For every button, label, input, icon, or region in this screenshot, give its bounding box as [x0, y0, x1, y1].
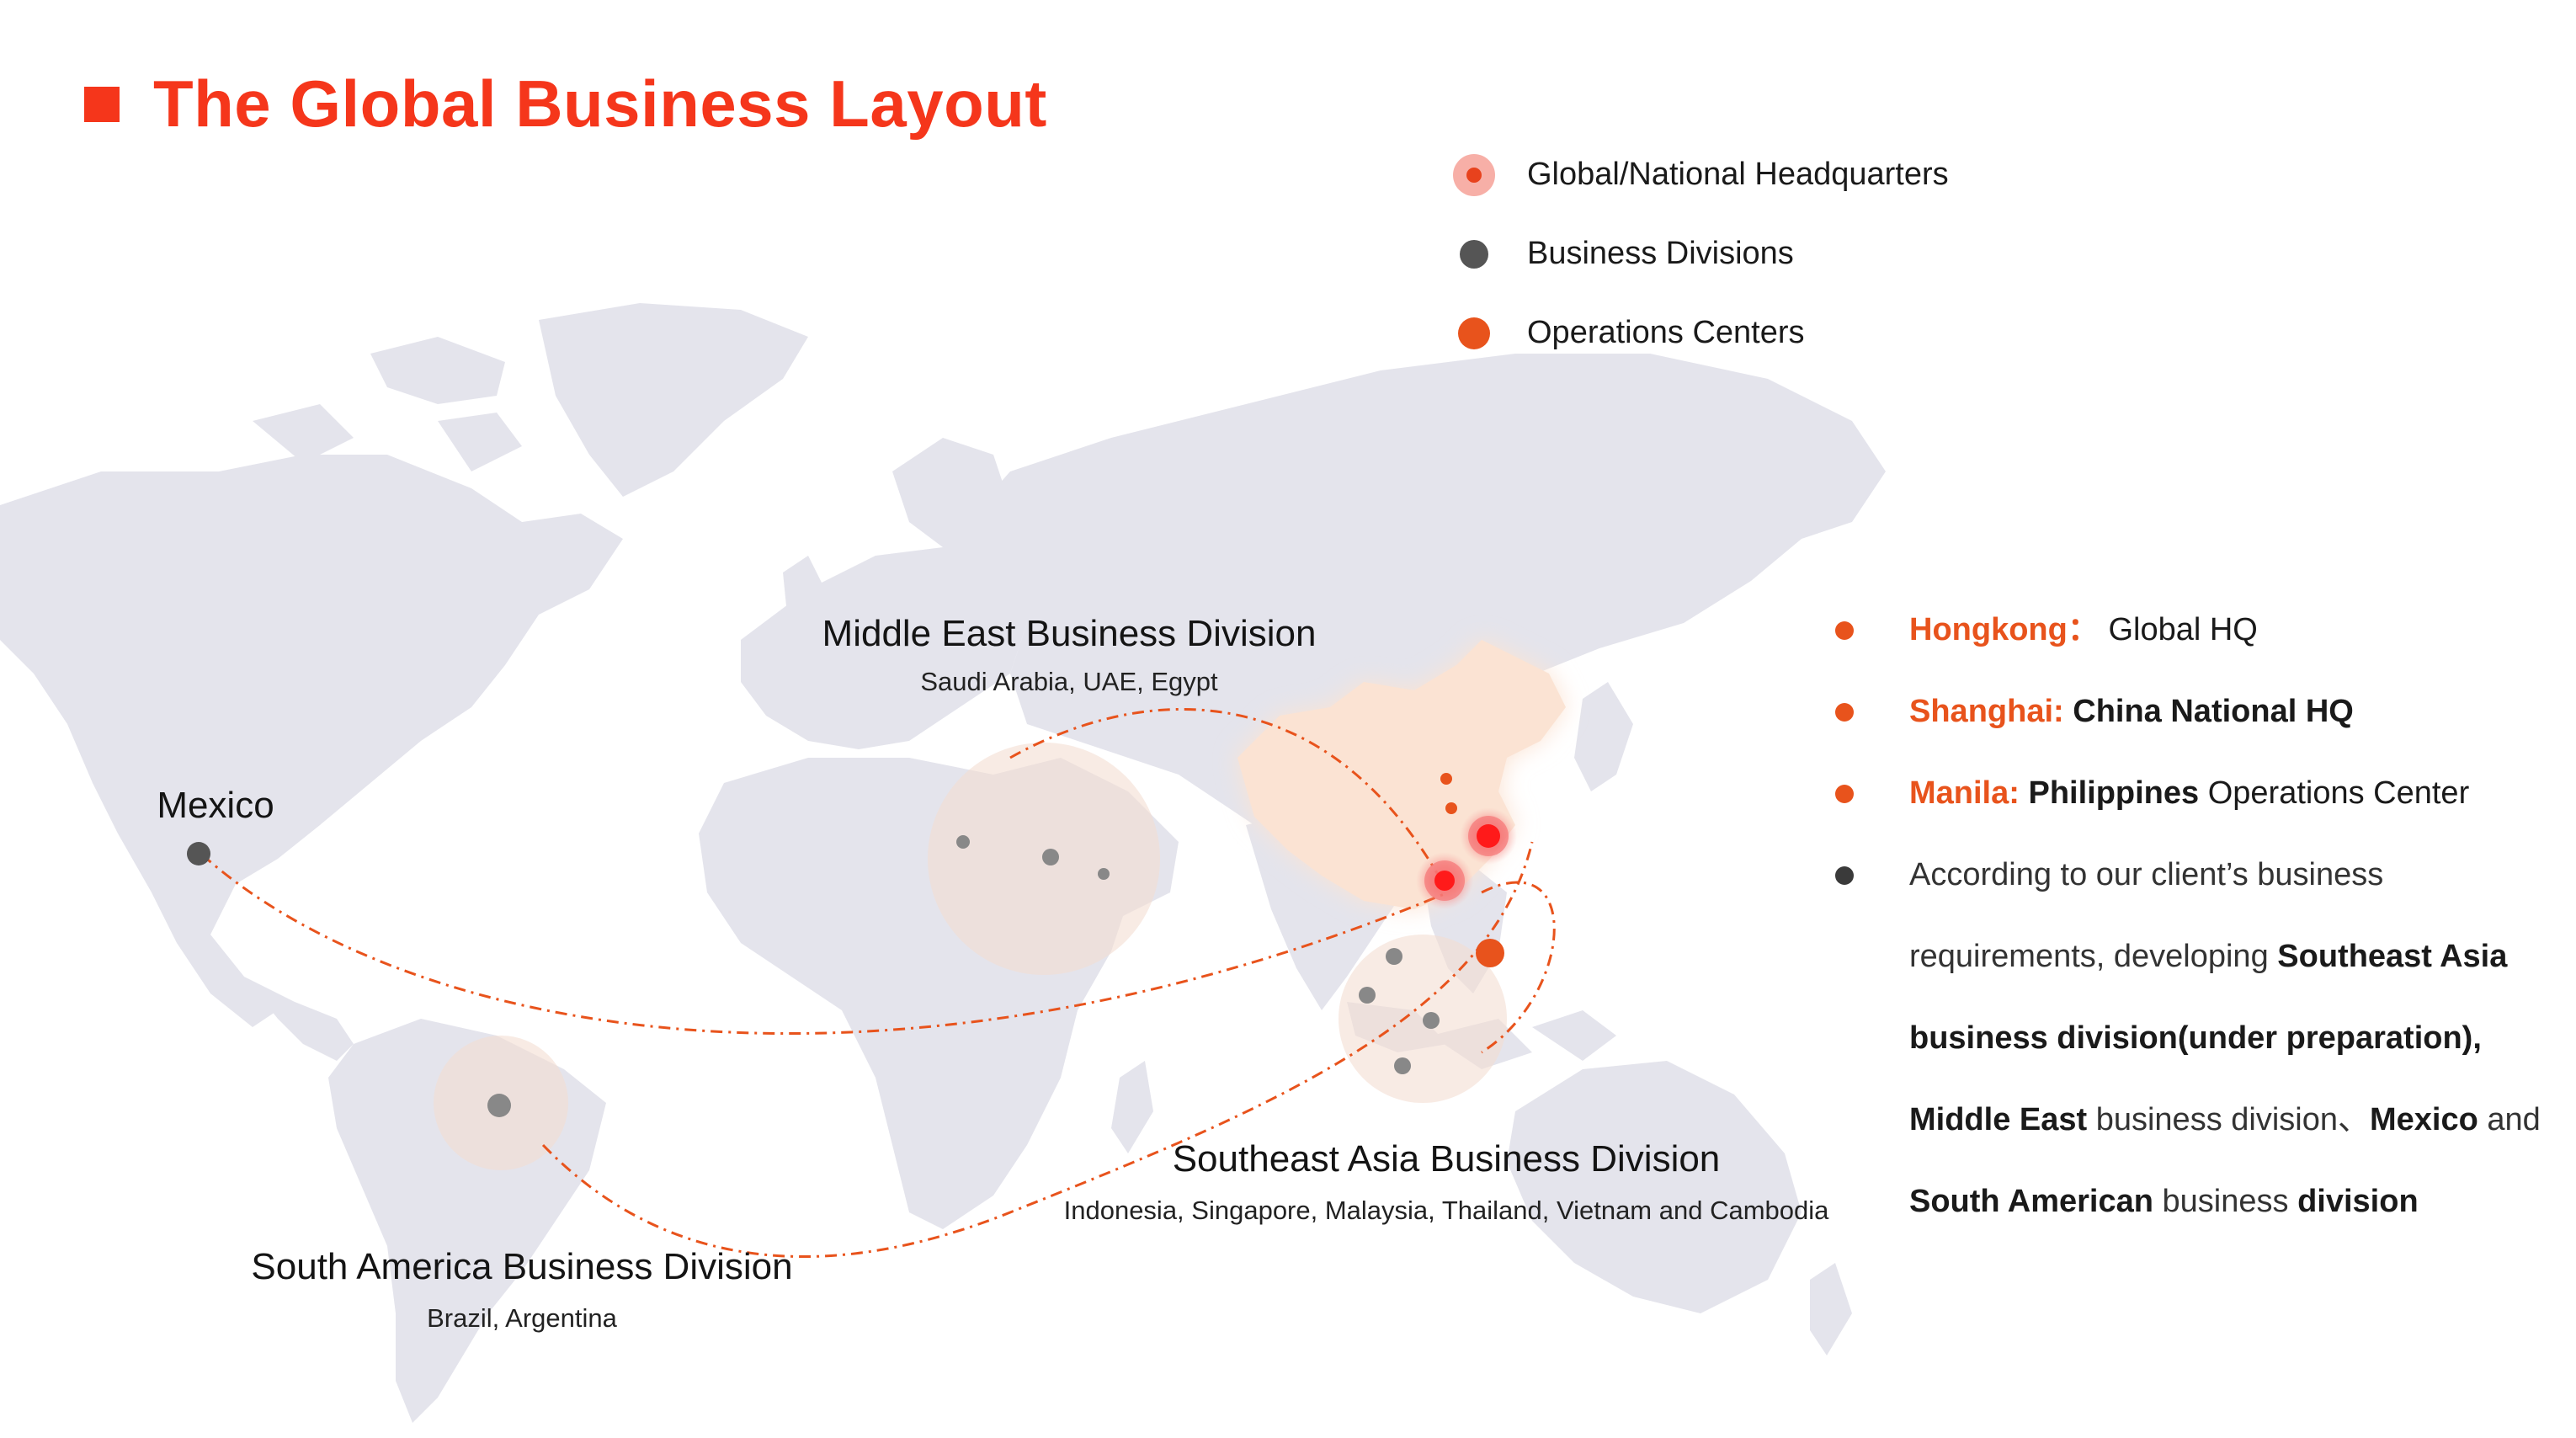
- location-item-shanghai: Shanghai: China National HQ: [1835, 671, 2559, 753]
- legend-label: Business Divisions: [1527, 235, 1794, 271]
- route-mexico-hongkong: [201, 853, 1449, 1035]
- location-role: Global HQ: [2108, 612, 2258, 647]
- manila-operations-marker: [1476, 939, 1504, 967]
- route-shanghai-southeast-asia: [1481, 881, 1556, 1054]
- southeast-asia-city-marker: [1359, 987, 1376, 1004]
- locations-panel: Hongkong： Global HQ Shanghai: China Nati…: [1835, 589, 2559, 1243]
- location-name: Manila:: [1909, 775, 2020, 811]
- location-role: China National HQ: [2073, 694, 2354, 729]
- mexico-division-marker: [187, 842, 210, 865]
- middle-east-title: Middle East Business Division: [822, 613, 1317, 654]
- southeast-asia-region-circle: [1339, 935, 1507, 1103]
- hongkong-hq-marker: [1434, 871, 1455, 891]
- south-america-countries: Brazil, Argentina: [427, 1303, 617, 1333]
- madagascar-landmass: [1111, 1061, 1153, 1153]
- southeast-asia-title: Southeast Asia Business Division: [1172, 1138, 1721, 1180]
- uk-landmass: [783, 556, 825, 623]
- map-legend: Global/National Headquarters Business Di…: [1440, 135, 1949, 372]
- north-america-landmass: [0, 455, 623, 1027]
- description-item: According to our client’s business requi…: [1835, 834, 2559, 1243]
- china-city-marker: [1440, 773, 1452, 785]
- greenland-landmass: [539, 303, 808, 497]
- south-america-division-marker: [487, 1094, 511, 1117]
- location-name: Hongkong: [1909, 612, 2068, 647]
- southeast-asia-city-marker: [1386, 948, 1402, 965]
- description-text: According to our client’s business requi…: [1909, 857, 2541, 1219]
- legend-label: Global/National Headquarters: [1527, 156, 1949, 192]
- route-middle-east-hongkong: [1009, 708, 1450, 893]
- hq-pulse-dot-icon: [1440, 149, 1498, 200]
- new-zealand-landmass: [1810, 1263, 1852, 1355]
- connection-routes: [201, 708, 1556, 1259]
- japan-landmass: [1574, 682, 1633, 791]
- asia-landmass: [943, 354, 1886, 842]
- central-america-landmass: [244, 977, 354, 1061]
- route-south-america-shanghai: [541, 841, 1534, 1259]
- middle-east-city-marker: [956, 835, 970, 849]
- mexico-title: Mexico: [157, 785, 274, 826]
- orange-dot-icon: [1440, 307, 1498, 358]
- gray-dot-icon: [1440, 228, 1498, 279]
- legend-label: Operations Centers: [1527, 314, 1805, 350]
- location-item-hongkong: Hongkong： Global HQ: [1835, 589, 2559, 671]
- red-square-icon: [84, 86, 120, 122]
- page-title: The Global Business Layout: [153, 67, 1047, 141]
- location-role: Operations Center: [2199, 775, 2470, 811]
- arctic-islands-landmass: [253, 337, 522, 471]
- orange-bullet-icon: [1835, 621, 1854, 640]
- south-america-title: South America Business Division: [251, 1246, 793, 1287]
- southeast-asia-city-marker: [1423, 1012, 1440, 1029]
- legend-item-hq: Global/National Headquarters: [1440, 135, 1949, 214]
- middle-east-city-marker: [1042, 849, 1059, 865]
- australia-landmass: [1507, 1061, 1802, 1313]
- legend-item-operations: Operations Centers: [1440, 293, 1949, 372]
- location-item-manila: Manila: Philippines Operations Center: [1835, 753, 2559, 834]
- orange-bullet-icon: [1835, 703, 1854, 722]
- location-name: Shanghai:: [1909, 694, 2064, 729]
- dark-bullet-icon: [1835, 866, 1854, 885]
- location-role-country: Philippines: [2028, 775, 2200, 811]
- orange-bullet-icon: [1835, 785, 1854, 803]
- middle-east-countries: Saudi Arabia, UAE, Egypt: [920, 667, 1218, 696]
- shanghai-hq-marker: [1477, 824, 1500, 848]
- title-block: The Global Business Layout: [84, 66, 1047, 142]
- southeast-asia-countries: Indonesia, Singapore, Malaysia, Thailand…: [1063, 1196, 1829, 1225]
- middle-east-city-marker: [1098, 868, 1110, 880]
- southeast-asia-city-marker: [1394, 1057, 1411, 1074]
- legend-item-divisions: Business Divisions: [1440, 214, 1949, 293]
- china-city-marker: [1445, 802, 1457, 814]
